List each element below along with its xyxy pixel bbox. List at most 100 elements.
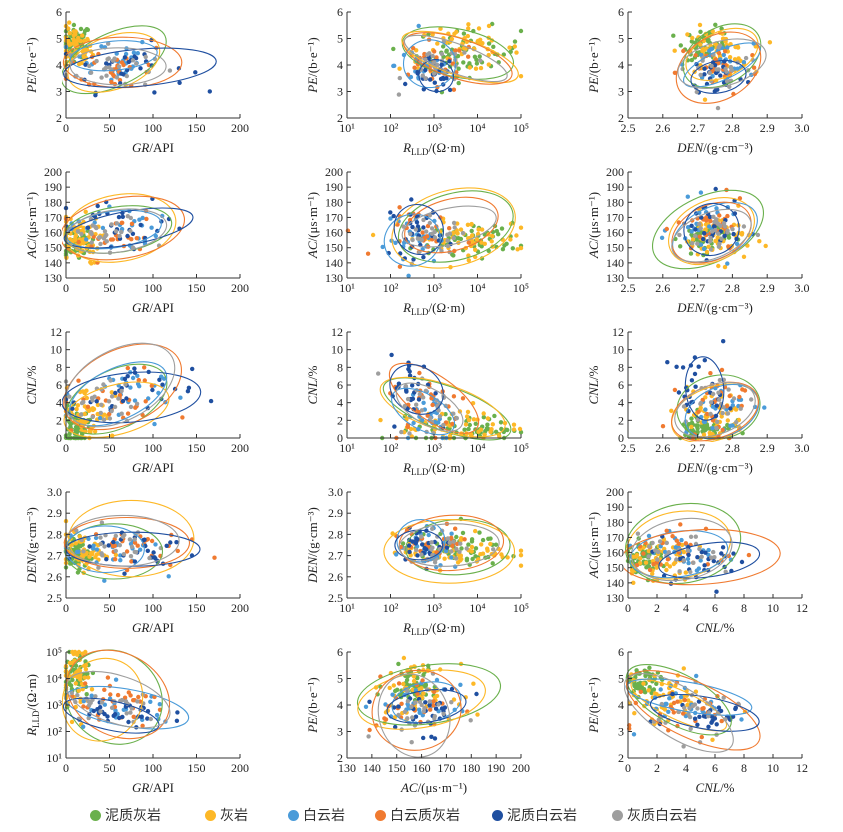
- x-tick-label: 150: [188, 761, 206, 775]
- data-point: [84, 237, 89, 242]
- data-point: [710, 404, 716, 409]
- data-point: [671, 700, 677, 706]
- data-point: [99, 700, 105, 705]
- data-point: [109, 222, 114, 227]
- data-point: [113, 229, 119, 234]
- confidence-ellipse: [371, 669, 462, 751]
- data-point: [128, 693, 133, 698]
- data-point: [435, 41, 440, 46]
- data-point: [109, 390, 115, 395]
- data-point: [665, 557, 671, 562]
- data-point: [739, 230, 745, 236]
- confidence-ellipse: [671, 208, 752, 263]
- data-point: [763, 243, 768, 249]
- confidence-ellipse: [395, 382, 464, 432]
- data-point: [701, 714, 707, 719]
- data-point: [67, 394, 72, 399]
- data-point: [131, 698, 136, 703]
- data-point: [85, 404, 91, 409]
- data-point: [99, 44, 104, 49]
- data-point: [113, 557, 118, 562]
- x-tick-label: 160: [413, 761, 431, 775]
- x-tick-label: 2.7: [690, 281, 705, 295]
- data-point: [636, 681, 641, 686]
- data-point: [125, 233, 130, 239]
- data-point: [693, 384, 698, 389]
- confidence-ellipse: [69, 40, 158, 72]
- data-point: [681, 711, 686, 716]
- data-point: [148, 716, 153, 722]
- data-point: [108, 237, 114, 242]
- confidence-ellipse: [63, 381, 170, 438]
- data-point: [741, 60, 747, 65]
- data-point: [363, 704, 369, 709]
- data-point: [702, 231, 707, 236]
- data-point: [106, 41, 111, 46]
- data-point: [660, 424, 666, 429]
- data-point: [719, 718, 724, 724]
- data-point: [414, 547, 419, 553]
- data-point: [457, 549, 462, 554]
- data-point: [686, 560, 691, 566]
- data-point: [724, 69, 729, 74]
- data-point: [120, 398, 126, 404]
- data-point: [403, 384, 409, 389]
- y-tick-label: 2.7: [328, 549, 343, 563]
- data-point: [412, 65, 417, 70]
- data-point: [109, 394, 115, 399]
- data-point: [726, 244, 731, 249]
- data-point: [144, 216, 149, 222]
- data-point: [190, 366, 195, 372]
- data-point: [93, 535, 99, 541]
- data-point: [493, 542, 499, 547]
- data-point: [434, 55, 439, 60]
- data-point: [84, 395, 90, 401]
- data-point: [444, 545, 450, 550]
- data-point: [128, 404, 134, 410]
- data-point: [687, 706, 692, 711]
- data-point: [466, 240, 471, 245]
- data-point: [69, 719, 75, 725]
- data-point: [481, 415, 486, 420]
- x-tick-label: 0: [63, 281, 69, 295]
- y-tick-label: 3.0: [47, 485, 62, 499]
- data-point: [689, 57, 694, 63]
- data-point: [408, 231, 413, 237]
- data-point: [695, 555, 700, 560]
- data-point: [111, 544, 116, 549]
- data-point: [701, 432, 707, 437]
- x-tick-label: 200: [231, 601, 249, 615]
- x-tick-label: 2.8: [725, 281, 740, 295]
- y-tick-label: 10⁵: [46, 645, 62, 659]
- data-point: [466, 54, 471, 59]
- data-point: [174, 718, 180, 723]
- plot-area: [62, 649, 190, 745]
- y-tick-label: 0: [337, 431, 343, 445]
- y-tick-label: 140: [325, 256, 343, 270]
- data-point: [656, 717, 661, 722]
- data-point: [160, 382, 165, 387]
- y-tick-label: 2: [618, 751, 624, 765]
- data-point: [438, 26, 443, 31]
- data-point: [432, 714, 437, 719]
- data-point: [401, 681, 406, 687]
- data-point: [86, 675, 91, 680]
- data-point: [100, 225, 106, 231]
- data-point: [469, 228, 474, 234]
- data-point: [167, 68, 173, 73]
- data-point: [702, 358, 707, 363]
- data-point: [75, 674, 80, 680]
- data-point: [101, 382, 106, 387]
- data-point: [119, 697, 125, 703]
- data-point: [714, 589, 719, 594]
- data-point: [719, 236, 724, 241]
- data-point: [510, 246, 515, 251]
- y-tick-label: 180: [606, 195, 624, 209]
- data-point: [149, 383, 154, 388]
- data-point: [699, 554, 704, 559]
- legend-marker: [612, 809, 623, 821]
- data-point: [75, 652, 80, 657]
- data-point: [442, 556, 447, 561]
- data-point: [751, 65, 757, 70]
- data-point: [722, 59, 727, 64]
